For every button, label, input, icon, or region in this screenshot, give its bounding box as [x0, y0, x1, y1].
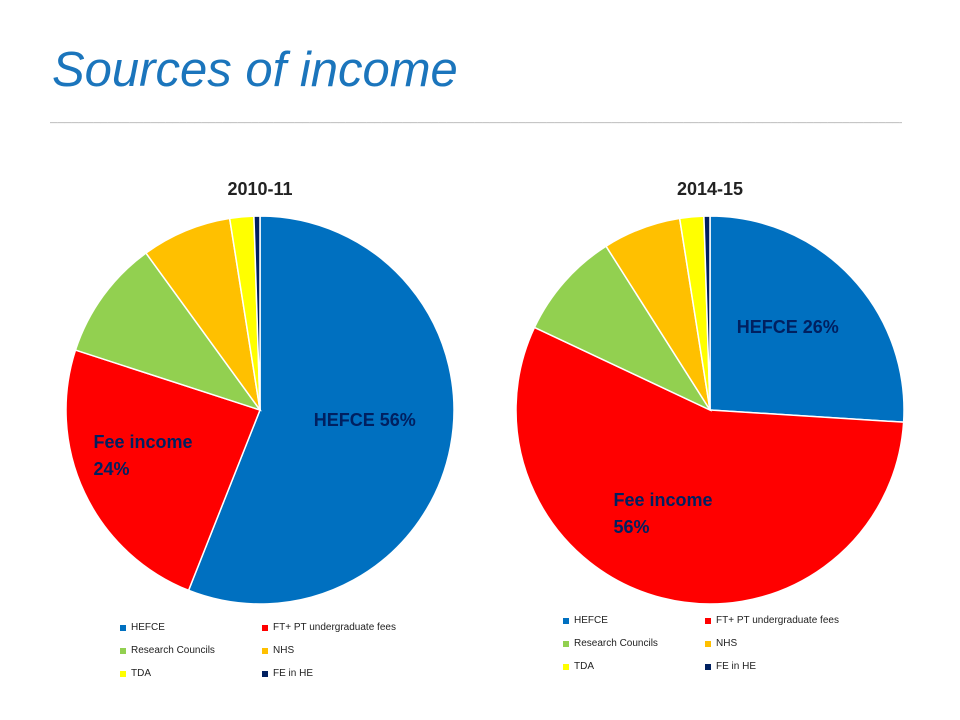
legend-label: HEFCE: [131, 622, 165, 633]
legend-swatch: [120, 624, 126, 631]
legend-item-ft-pt-undergraduate-fees: FT+ PT undergraduate fees: [262, 621, 432, 634]
legend-item-research-councils: Research Councils: [563, 637, 705, 650]
chart-title-2010-11: 2010-11: [227, 179, 292, 199]
legend-item-fe-in-he: FE in HE: [705, 660, 875, 673]
data-label-ft-pt-undergraduate-fees: Fee income 24%: [94, 432, 193, 479]
legend-item-ft-pt-undergraduate-fees: FT+ PT undergraduate fees: [705, 614, 875, 627]
legend-swatch: [262, 647, 268, 654]
legend-item-research-councils: Research Councils: [120, 644, 262, 657]
pie-slice-research-councils: [74, 252, 262, 412]
pie-chart-2010-11: 2010-11 HEFCE 56% Fee income 24% HEFCE FT+ P…: [50, 170, 480, 700]
title-underline: ________________________________________…: [50, 112, 902, 126]
pie-slice-hefce: [709, 215, 905, 423]
legend-item-fe-in-he: FE in HE: [262, 667, 432, 680]
pie-chart-2014-15: 2014-15 HEFCE 26% Fee income 56% HEFCE FT+ P…: [500, 170, 930, 700]
legend-label: Research Councils: [574, 638, 658, 649]
legend-label: TDA: [131, 668, 151, 679]
legend-swatch: [262, 624, 268, 631]
legend-swatch: [120, 647, 126, 654]
pie-svg-2010-11: 2010-11 HEFCE 56% Fee income 24%: [65, 179, 455, 605]
legend-label: NHS: [716, 638, 738, 649]
legend-swatch: [705, 640, 711, 647]
legend-label: FT+ PT undergraduate fees: [716, 615, 839, 626]
legend-label: FT+ PT undergraduate fees: [273, 622, 396, 633]
legend-swatch: [705, 663, 711, 670]
pie-slice-fe-in-he: [253, 215, 261, 411]
legend-swatch: [563, 640, 569, 647]
legend-label: FE in HE: [273, 668, 314, 679]
chart-title-2014-15: 2014-15: [677, 179, 743, 199]
legend-item-nhs: NHS: [705, 637, 875, 650]
pie-slice-fe-in-he: [703, 215, 711, 411]
data-label-hefce: HEFCE 56%: [314, 410, 416, 430]
legend-2014-15: HEFCE FT+ PT undergraduate fees Research C…: [563, 614, 875, 673]
legend-item-nhs: NHS: [262, 644, 432, 657]
pie-svg-2014-15: 2014-15 HEFCE 26% Fee income 56%: [515, 179, 905, 605]
legend-item-tda: TDA: [563, 660, 705, 673]
legend-item-tda: TDA: [120, 667, 262, 680]
data-label-hefce: HEFCE 26%: [737, 317, 839, 337]
legend-swatch: [120, 670, 126, 677]
data-label-ft-pt-undergraduate-fees: Fee income 56%: [614, 490, 713, 537]
pie-slice-ft-pt-undergraduate-fees: [65, 349, 261, 592]
pie-slice-research-councils: [533, 245, 713, 412]
legend-label: Research Councils: [131, 645, 215, 656]
legend-item-hefce: HEFCE: [120, 621, 262, 634]
legend-swatch: [262, 670, 268, 677]
pie-slice-ft-pt-undergraduate-fees: [515, 326, 905, 605]
legend-2010-11: HEFCE FT+ PT undergraduate fees Research C…: [120, 621, 432, 680]
page-title: Sources of income: [52, 43, 458, 97]
legend-item-hefce: HEFCE: [563, 614, 705, 627]
legend-swatch: [563, 617, 569, 624]
pie-slice-hefce: [187, 215, 455, 605]
legend-label: TDA: [574, 661, 594, 672]
legend-label: HEFCE: [574, 615, 608, 626]
legend-swatch: [705, 617, 711, 624]
legend-label: FE in HE: [716, 661, 757, 672]
legend-label: NHS: [273, 645, 295, 656]
legend-swatch: [563, 663, 569, 670]
